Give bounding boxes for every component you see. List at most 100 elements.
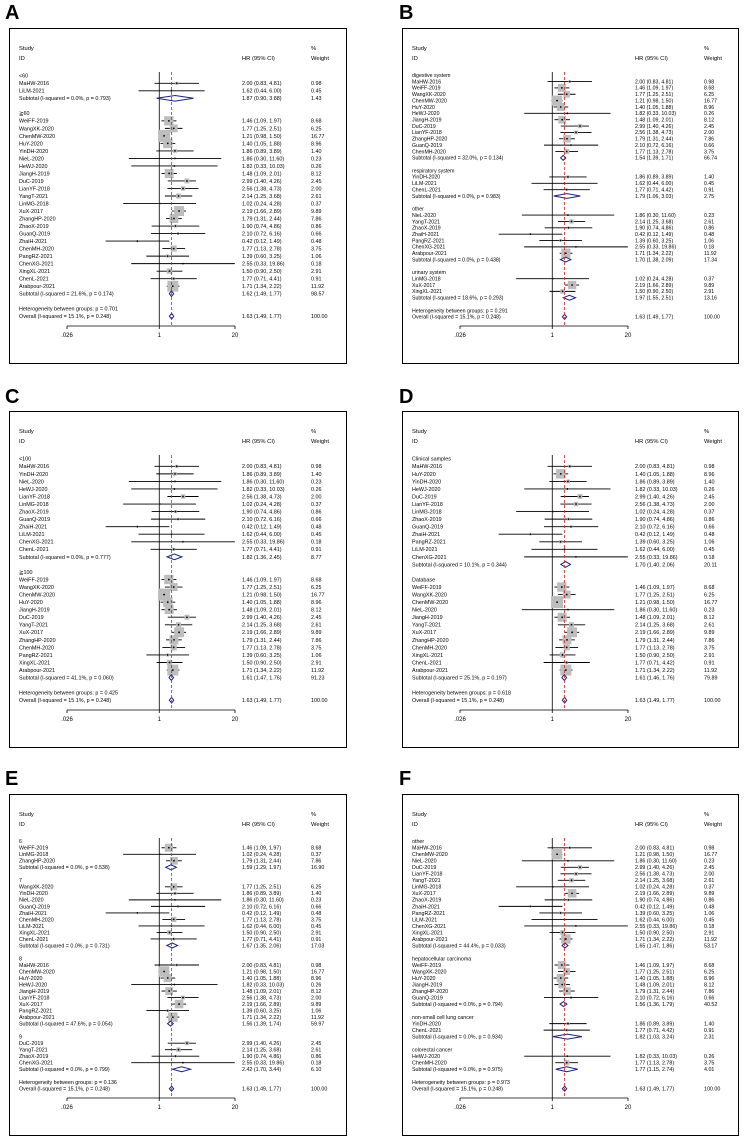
weight-label: 98.57 <box>311 292 325 298</box>
point-estimate <box>167 119 170 122</box>
x-tick-label: 1 <box>551 717 555 723</box>
weight-label: 1.43 <box>311 96 322 102</box>
hr-ci-label: 1.79 (1.31, 2.44) <box>635 638 675 644</box>
weight-label: 0.45 <box>704 547 715 553</box>
weight-label: 0.86 <box>704 226 714 232</box>
subtotal-diamond <box>552 1033 583 1040</box>
weight-label: 8.96 <box>704 472 715 478</box>
study-label: ChenMW-2020 <box>412 852 448 858</box>
hr-ci-label: 1.62 (0.44, 6.00) <box>242 89 282 95</box>
study-label: HeWJ-2020 <box>19 164 47 170</box>
weight-label: 0.37 <box>704 509 715 515</box>
weight-label: 0.86 <box>311 509 322 515</box>
point-estimate <box>177 195 180 197</box>
weight-label: 1.06 <box>704 911 714 917</box>
subtotal-diamond <box>559 560 572 568</box>
hr-ci-label: 2.00 (0.83, 4.81) <box>242 464 282 470</box>
hr-ci-label: 1.77 (1.25, 2.51) <box>242 885 281 891</box>
subtotal-label: Subtotal (I-squared = 25.1%, p = 0.197) <box>412 675 507 681</box>
subtotal-diamond <box>165 942 179 949</box>
study-label: ZhangHP-2020 <box>19 216 56 222</box>
heterogeneity-text: Heterogeneity between groups: p = 0.618 <box>412 691 511 697</box>
point-estimate <box>178 631 180 634</box>
subgroup-label: 6 <box>19 839 22 845</box>
point-estimate <box>172 646 175 649</box>
hr-ci-label: 0.42 (0.12, 1.49) <box>635 232 673 238</box>
point-estimate <box>560 586 563 588</box>
point-estimate <box>529 905 532 908</box>
hr-ci-label: 2.56 (1.38, 4.73) <box>242 186 282 192</box>
hr-ci-label: 1.50 (0.90, 2.50) <box>242 930 281 936</box>
subtotal-label: Subtotal (I-squared = 18.6%, p = 0.293) <box>412 296 504 302</box>
weight-label: 17.03 <box>311 943 324 949</box>
hr-ci-label: 0.42 (0.12, 1.49) <box>242 911 281 917</box>
weight-label: 1.06 <box>311 653 322 659</box>
subgroup-label: 7 <box>19 878 22 884</box>
study-label: HeWJ-2020 <box>19 487 47 493</box>
hr-ci-label: 2.14 (1.25, 3.68) <box>635 623 675 629</box>
point-estimate <box>575 925 577 927</box>
point-estimate <box>172 885 175 888</box>
weight-label: 2.45 <box>704 865 714 871</box>
weight-label: 6.10 <box>311 1067 321 1073</box>
panel-label-d: D <box>399 386 414 408</box>
point-estimate <box>136 525 139 528</box>
point-estimate <box>556 601 558 604</box>
overall-label: Overall (I-squared = 15.1%, p = 0.248) <box>19 698 111 704</box>
point-estimate <box>172 277 175 280</box>
subgroup-label: respiratory system <box>412 168 455 174</box>
point-estimate <box>579 125 581 127</box>
x-tick-label: 20 <box>625 1105 632 1111</box>
weight-label: 2.00 <box>311 186 322 192</box>
point-estimate <box>174 510 177 513</box>
hr-ci-label: 1.79 (1.31, 2.44) <box>242 859 281 865</box>
hr-ci-label: 2.99 (1.40, 4.26) <box>242 179 282 185</box>
header-study: Study <box>412 812 427 818</box>
subtotal-diamond <box>170 1066 193 1073</box>
study-label: LiLM-2021 <box>412 917 437 923</box>
hr-ci-label: 1.77 (1.13, 2.78) <box>635 149 673 155</box>
study-label: ZhaoX-2019 <box>19 224 49 230</box>
hr-ci-label: 1.77 (1.25, 2.51) <box>635 592 675 598</box>
point-estimate <box>567 176 569 178</box>
hr-ci-label: 1.86 (0.89, 3.89) <box>242 472 282 478</box>
study-label: ChenL-2021 <box>19 937 48 943</box>
study-label: LiLM-2021 <box>412 181 437 187</box>
point-estimate <box>566 112 569 115</box>
study-label: ZhaiH-2021 <box>19 911 47 917</box>
weight-label: 1.40 <box>704 1021 714 1027</box>
hr-ci-label: 1.21 (0.98, 1.50) <box>635 852 674 858</box>
hr-ci-label: 2.55 (0.33, 19.86) <box>635 555 678 561</box>
overall-diamond <box>168 312 175 320</box>
study-label: HeWJ-2020 <box>19 982 47 988</box>
weight-label: 11.92 <box>704 937 717 943</box>
subgroup-label: 9 <box>19 1035 22 1041</box>
point-estimate <box>175 82 178 85</box>
point-estimate <box>168 990 171 992</box>
weight-label: 8.77 <box>311 555 322 561</box>
weight-label: 2.61 <box>311 623 322 629</box>
subgroup-label: hepatocellular carcinoma <box>412 956 471 962</box>
weight-label: 2.31 <box>704 1035 714 1041</box>
weight-label: 2.91 <box>704 930 714 936</box>
point-estimate <box>563 548 566 551</box>
study-label: DuC-2019 <box>19 1041 43 1047</box>
weight-label: 8.96 <box>311 976 321 982</box>
header-weight: Weight <box>704 822 722 828</box>
subgroup-label: ≧60 <box>19 111 30 117</box>
hr-ci-label: 1.40 (1.05, 1.88) <box>242 141 282 147</box>
point-estimate <box>559 911 562 914</box>
hr-ci-label: 1.82 (0.33, 10.03) <box>635 111 676 117</box>
hr-ci-label: 1.39 (0.60, 3.25) <box>635 540 675 546</box>
weight-label: 0.86 <box>704 898 714 904</box>
weight-label: 9.89 <box>311 1002 321 1008</box>
hr-ci-label: 1.90 (0.74, 4.86) <box>635 517 675 523</box>
subgroup-label: non-small cell lung cancer <box>412 1015 474 1021</box>
study-label: LianYF-2018 <box>412 130 442 136</box>
study-label: PangRZ-2021 <box>19 1008 52 1014</box>
hr-ci-label: 1.97 (1.55, 2.51) <box>635 296 673 302</box>
point-estimate <box>166 977 169 979</box>
weight-label: 0.86 <box>704 517 715 523</box>
point-estimate <box>565 188 568 191</box>
